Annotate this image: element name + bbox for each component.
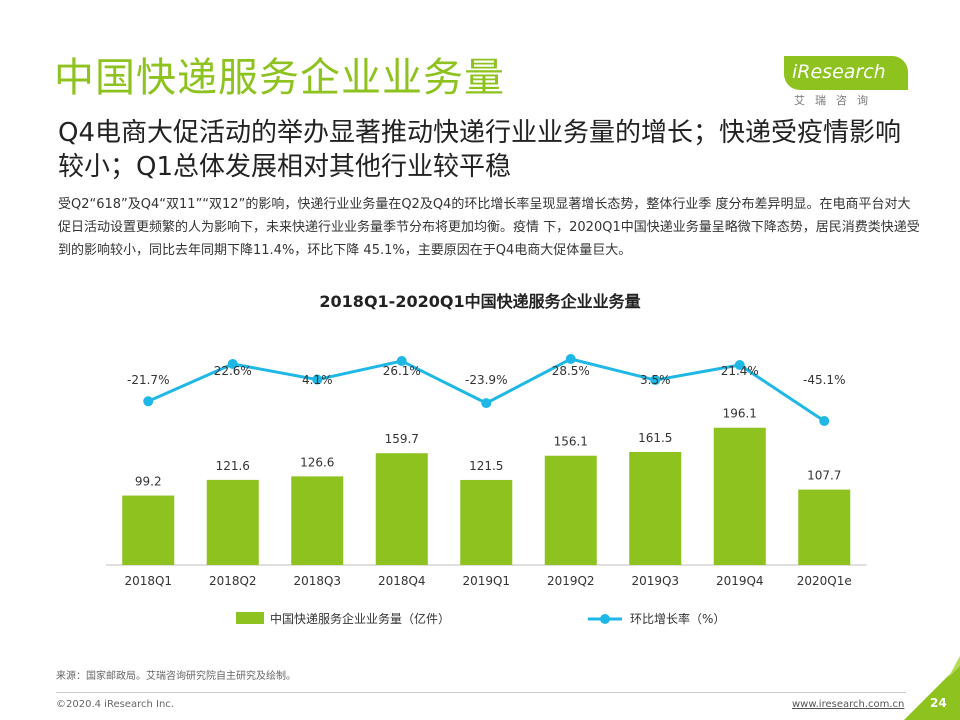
bar-2018Q3 <box>291 476 344 565</box>
bar-2018Q2 <box>206 479 259 565</box>
x-tick-label: 2019Q1 <box>462 574 510 588</box>
growth-rate-label: -45.1% <box>803 373 845 387</box>
copyright-text: ©2020.4 iResearch Inc. <box>56 699 174 710</box>
corner-decoration <box>904 656 960 720</box>
bar-value-label: 99.2 <box>135 475 162 489</box>
bar-2020Q1e <box>798 489 851 565</box>
growth-rate-point <box>143 396 154 407</box>
x-tick-label: 2019Q4 <box>716 574 764 588</box>
bar-2019Q4 <box>713 427 766 565</box>
growth-rate-point <box>734 359 745 370</box>
growth-rate-point <box>565 354 576 364</box>
growth-rate-label: 4.1% <box>302 373 333 387</box>
growth-rate-label: -23.9% <box>465 373 507 387</box>
x-tick-label: 2018Q4 <box>378 574 426 588</box>
bar-value-label: 156.1 <box>554 435 588 449</box>
bar-value-label: 159.7 <box>385 432 419 446</box>
slide-subtitle: Q4电商大促活动的举办显著推动快递行业业务量的增长；快递受疫情影响较小；Q1总体… <box>58 118 902 182</box>
slide-description: 受Q2“618”及Q4“双11”“双12”的影响，快递行业业务量在Q2及Q4的环… <box>58 197 920 258</box>
growth-rate-label: 3.5% <box>640 373 671 387</box>
growth-rate-label: -21.7% <box>127 373 169 387</box>
bar-2018Q1 <box>122 495 175 565</box>
legend-bar-label: 中国快递服务企业业务量（亿件） <box>270 611 450 626</box>
bar-value-label: 107.7 <box>807 469 841 483</box>
x-tick-label: 2019Q2 <box>547 574 595 588</box>
source-note: 来源：国家邮政局。艾瑞咨询研究院自主研究及绘制。 <box>56 671 296 682</box>
bar-value-label: 121.5 <box>469 459 503 473</box>
iresearch-logo: iResearch 艾瑞咨询 <box>784 56 914 112</box>
logo-text: iResearch <box>792 61 886 83</box>
growth-rate-point <box>312 374 323 385</box>
logo-subtext: 艾瑞咨询 <box>794 94 878 107</box>
bar-2019Q3 <box>629 451 682 565</box>
x-tick-label: 2018Q1 <box>124 574 172 588</box>
growth-rate-point <box>396 356 407 367</box>
bar-2019Q1 <box>460 479 513 565</box>
growth-rate-label: 22.6% <box>214 364 252 378</box>
x-tick-label: 2018Q2 <box>209 574 257 588</box>
logo-background <box>784 56 908 90</box>
website-link[interactable]: www.iresearch.com.cn <box>792 699 905 710</box>
bar-value-label: 121.6 <box>216 459 250 473</box>
growth-rate-point <box>650 375 661 386</box>
footer-divider <box>56 692 906 693</box>
growth-rate-label: 28.5% <box>552 364 590 378</box>
x-tick-label: 2018Q3 <box>293 574 341 588</box>
bar-2018Q4 <box>375 453 428 565</box>
legend-line-label: 环比增长率（%） <box>630 611 725 626</box>
growth-rate-label: 26.1% <box>383 364 421 378</box>
growth-rate-point <box>227 358 238 369</box>
chart-title: 2018Q1-2020Q1中国快递服务企业业务量 <box>319 292 641 311</box>
bar-value-label: 196.1 <box>723 407 757 421</box>
page-title: 中国快递服务企业业务量 <box>54 55 505 101</box>
bar-value-label: 126.6 <box>300 455 334 469</box>
x-tick-label: 2020Q1e <box>797 574 852 588</box>
x-tick-label: 2019Q3 <box>631 574 679 588</box>
growth-rate-point <box>819 416 830 426</box>
bar-2019Q2 <box>544 455 597 565</box>
growth-rate-point <box>481 398 492 409</box>
bar-value-label: 161.5 <box>638 431 672 445</box>
legend-line-marker <box>600 614 610 624</box>
growth-rate-label: 21.4% <box>721 364 759 378</box>
legend-bar-swatch <box>236 612 264 624</box>
chart-canvas: 99.2 2018Q1 121.6 2018Q2 126.6 2018Q3 159.7 201… <box>106 354 867 626</box>
page-number: 24 <box>930 696 947 710</box>
